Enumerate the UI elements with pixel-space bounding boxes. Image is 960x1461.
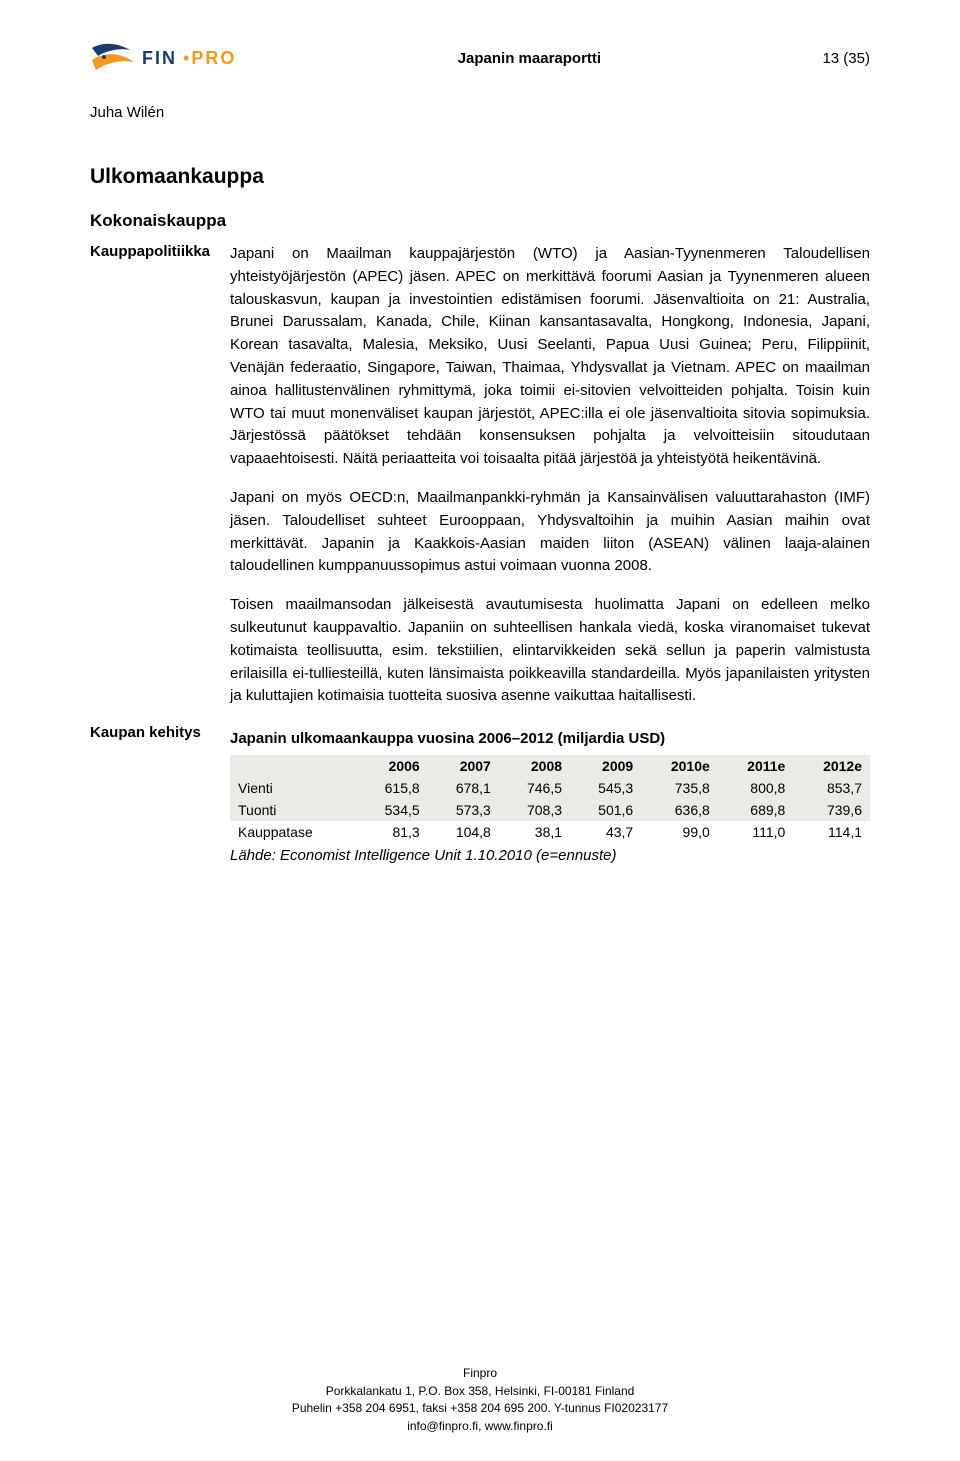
logo-pro: PRO [191,48,236,69]
heading-ulkomaankauppa: Ulkomaankauppa [90,165,870,189]
page-footer: Finpro Porkkalankatu 1, P.O. Box 358, He… [0,1365,960,1435]
finpro-logo-icon [90,40,136,76]
table-row-label: Kauppatase [230,821,357,843]
table-row: Tuonti534,5573,3708,3501,6636,8689,8739,… [230,799,870,821]
page-header: FIN • PRO Japanin maaraportti 13 (35) [90,40,870,76]
table-cell: 708,3 [499,799,570,821]
table-cell: 99,0 [641,821,718,843]
table-cell: 501,6 [570,799,641,821]
footer-line-2: Porkkalankatu 1, P.O. Box 358, Helsinki,… [0,1383,960,1400]
table-cell: 114,1 [793,821,870,843]
page-indicator: 13 (35) [822,50,870,67]
table-row: Vienti615,8678,1746,5545,3735,8800,8853,… [230,777,870,799]
table-header-cell [230,755,357,777]
table-cell: 746,5 [499,777,570,799]
trade-table: 2006 2007 2008 2009 2010e 2011e 2012e Vi… [230,755,870,843]
table-row-label: Vienti [230,777,357,799]
table-body: Vienti615,8678,1746,5545,3735,8800,8853,… [230,777,870,843]
table-cell: 104,8 [428,821,499,843]
table-cell: 38,1 [499,821,570,843]
footer-line-3: Puhelin +358 204 6951, faksi +358 204 69… [0,1400,960,1417]
table-cell: 800,8 [718,777,794,799]
table-cell: 43,7 [570,821,641,843]
finpro-logo-text: FIN • PRO [142,48,236,69]
heading-kaupan-kehitys: Kaupan kehitys [90,724,230,741]
table-cell: 615,8 [357,777,428,799]
table-row-label: Tuonti [230,799,357,821]
table-header-cell: 2011e [718,755,794,777]
table-header-cell: 2006 [357,755,428,777]
section-kaupan-kehitys: Kaupan kehitys Japanin ulkomaankauppa vu… [90,724,870,864]
table-row: Kauppatase81,3104,838,143,799,0111,0114,… [230,821,870,843]
table-cell: 689,8 [718,799,794,821]
table-cell: 636,8 [641,799,718,821]
finpro-logo: FIN • PRO [90,40,236,76]
table-header-cell: 2012e [793,755,870,777]
paragraph-3: Toisen maailmansodan jälkeisestä avautum… [230,594,870,708]
table-header-cell: 2007 [428,755,499,777]
logo-separator: • [183,53,189,63]
logo-fin: FIN [142,48,177,69]
footer-line-1: Finpro [0,1365,960,1382]
footer-line-4: info@finpro.fi, www.finpro.fi [0,1418,960,1435]
page: FIN • PRO Japanin maaraportti 13 (35) Ju… [0,0,960,1461]
paragraph-2: Japani on myös OECD:n, Maailmanpankki-ry… [230,487,870,578]
table-cell: 111,0 [718,821,794,843]
heading-kokonaiskauppa: Kokonaiskauppa [90,211,870,231]
table-header-cell: 2010e [641,755,718,777]
paragraph-1: Japani on Maailman kauppajärjestön (WTO)… [230,243,870,471]
table-cell: 545,3 [570,777,641,799]
table-header-cell: 2009 [570,755,641,777]
table-header-row: 2006 2007 2008 2009 2010e 2011e 2012e [230,755,870,777]
doc-title: Japanin maaraportti [458,50,601,67]
author-name: Juha Wilén [90,104,870,121]
table-header-cell: 2008 [499,755,570,777]
table-cell: 739,6 [793,799,870,821]
table-cell: 735,8 [641,777,718,799]
table-cell: 81,3 [357,821,428,843]
section-kauppapolitiikka: Kauppapolitiikka Japani on Maailman kaup… [90,243,870,724]
table-title: Japanin ulkomaankauppa vuosina 2006–2012… [230,730,870,747]
table-cell: 853,7 [793,777,870,799]
table-cell: 534,5 [357,799,428,821]
table-source: Lähde: Economist Intelligence Unit 1.10.… [230,847,870,864]
table-cell: 678,1 [428,777,499,799]
table-cell: 573,3 [428,799,499,821]
heading-kauppapolitiikka: Kauppapolitiikka [90,243,230,260]
